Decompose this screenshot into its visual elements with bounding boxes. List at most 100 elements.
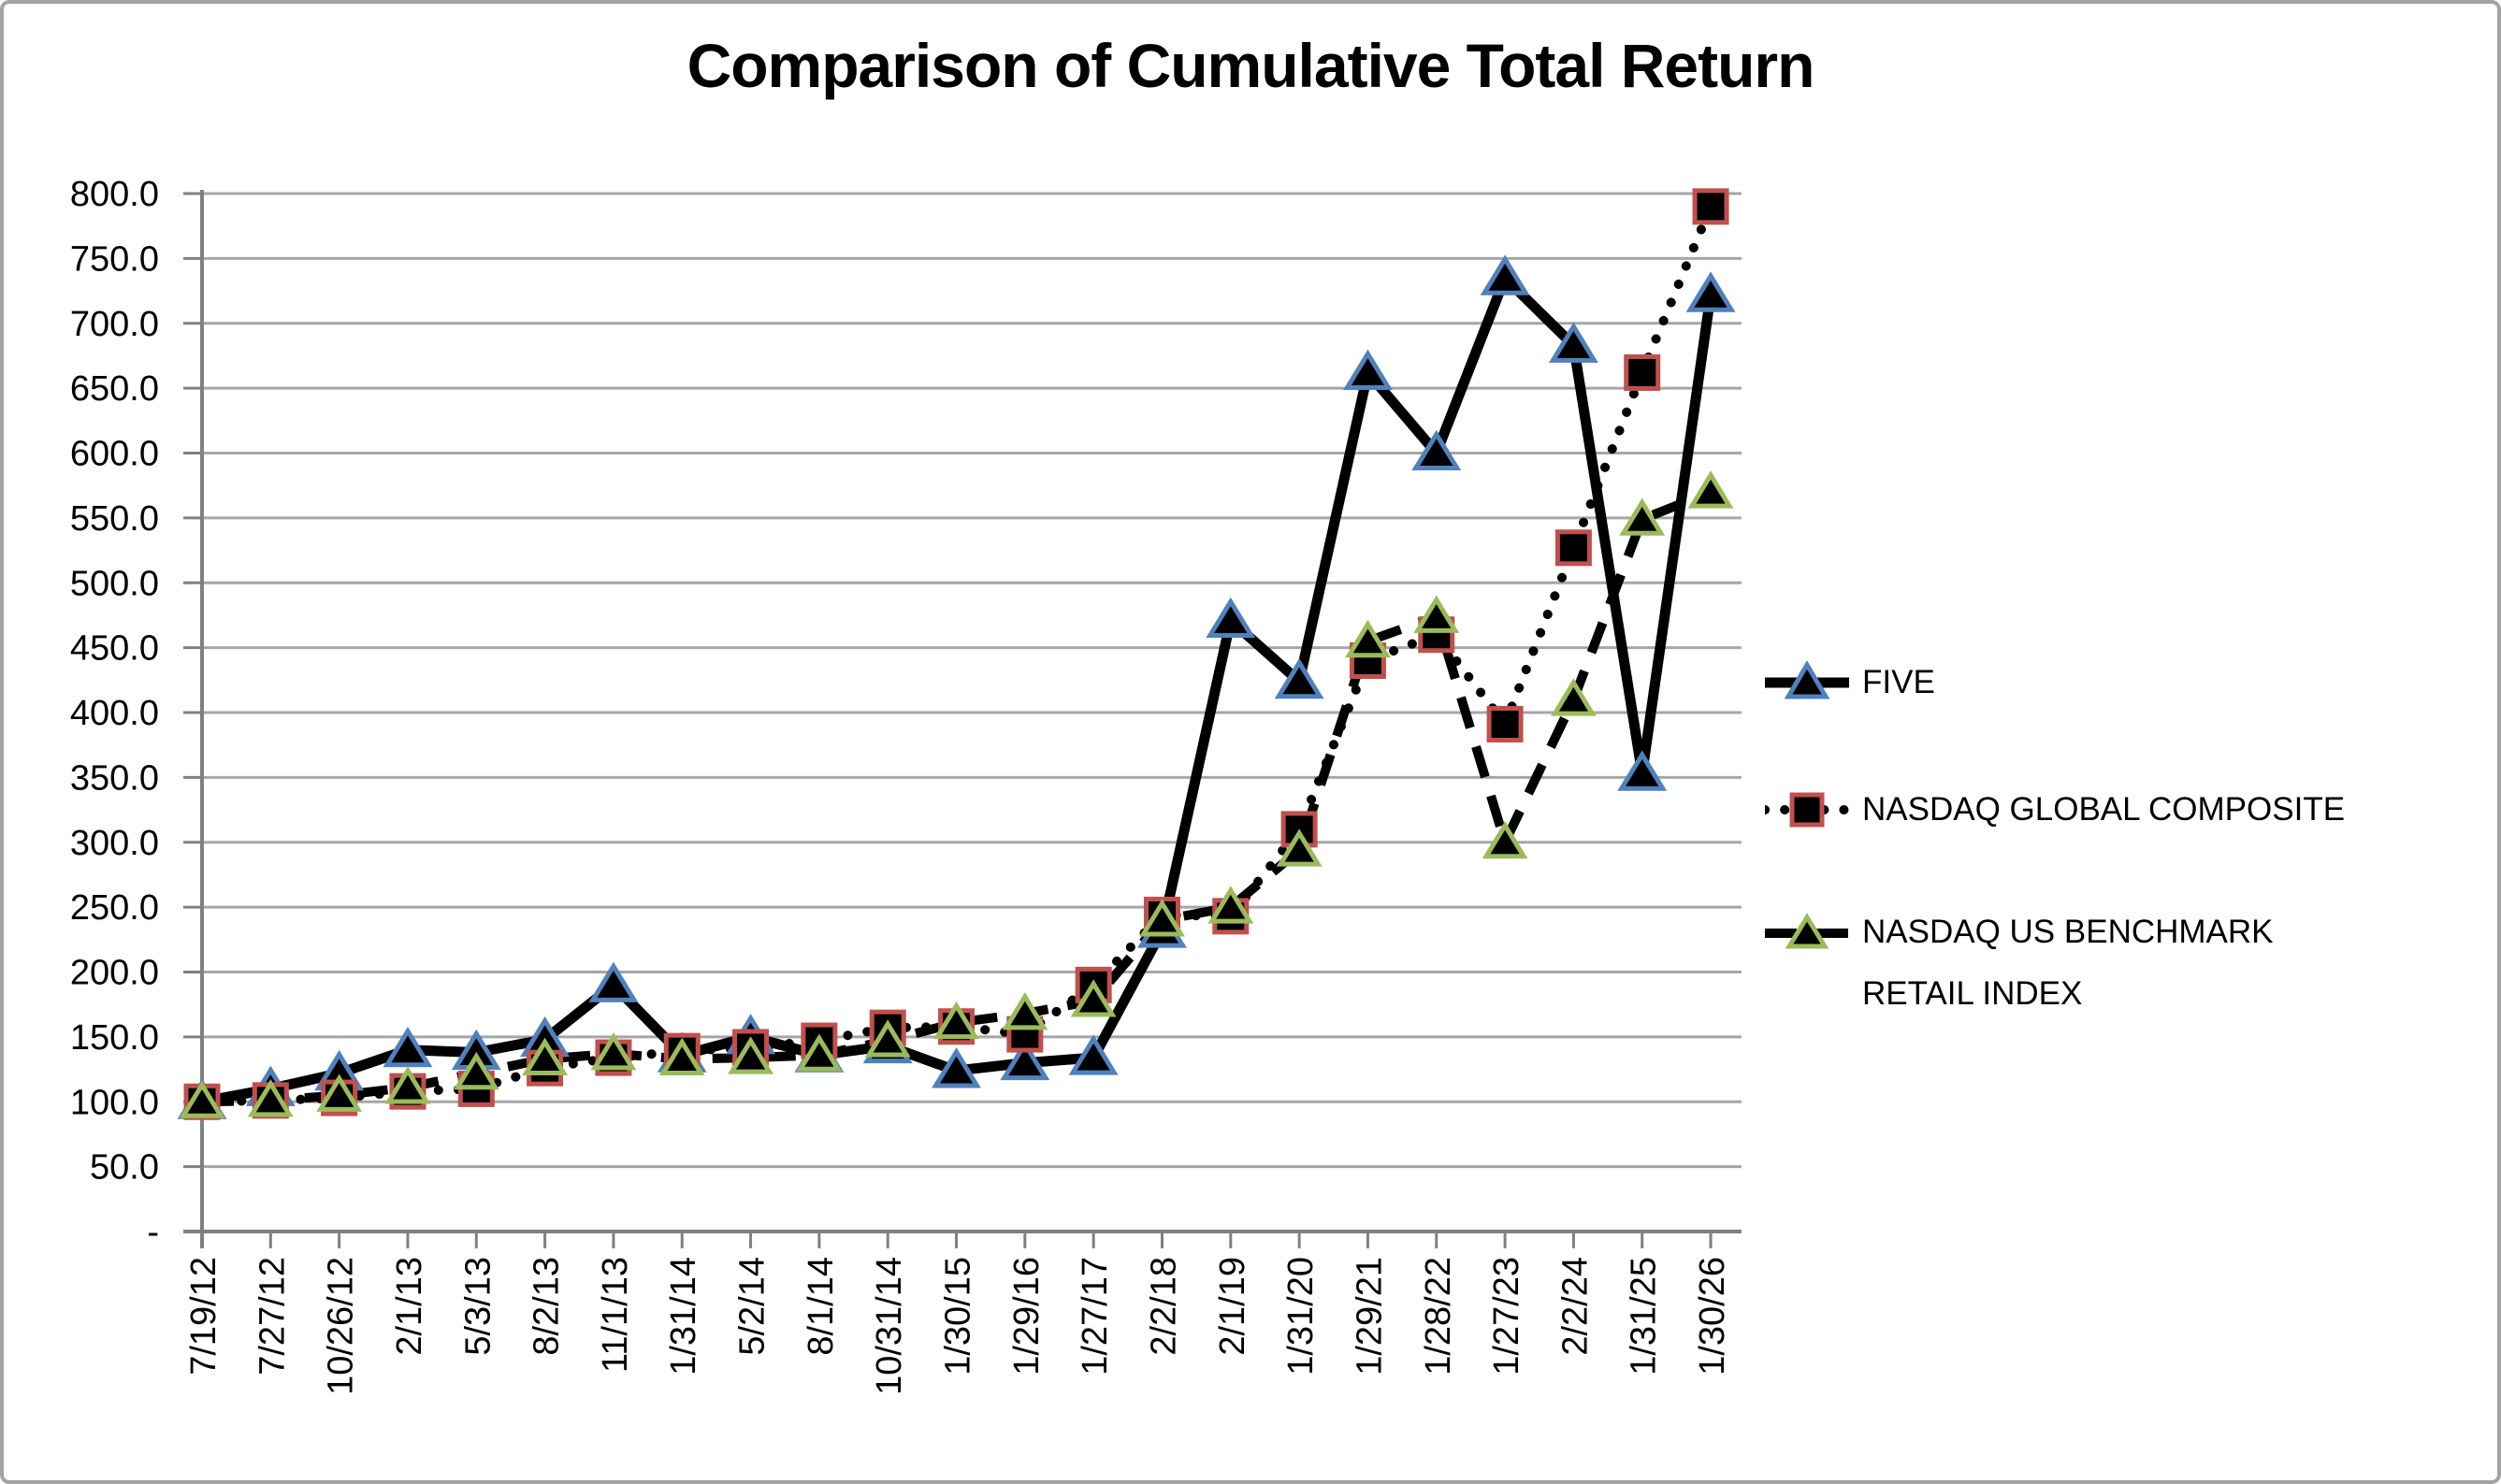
- y-axis-labels: - 50.0 100.0 150.0 200.0 250.0 300.0 350.0 400.0…: [70, 175, 159, 1252]
- x-tick-label: 8/1/14: [802, 1257, 841, 1356]
- x-tick-label: 5/2/14: [733, 1257, 773, 1356]
- y-tick-label: 600.0: [70, 435, 159, 474]
- plot-area: - 50.0 100.0 150.0 200.0 250.0 300.0 350.0 400.0…: [70, 175, 1742, 1395]
- marker-triangle: [247, 1079, 294, 1117]
- marker-triangle: [522, 1037, 569, 1075]
- marker-triangle: [383, 1026, 433, 1068]
- x-tick-label: 5/3/13: [458, 1257, 498, 1356]
- x-axis-labels: 7/19/12 7/27/12 10/26/12 2/1/13 5/3/13 8/2/13…: [184, 1257, 1732, 1395]
- series-markers-1: [183, 188, 1729, 1120]
- marker-triangle: [1413, 595, 1460, 633]
- marker-triangle: [1139, 899, 1185, 937]
- marker-triangle: [453, 1051, 499, 1090]
- x-tick-label: 1/29/16: [1007, 1257, 1047, 1376]
- y-tick-label: 50.0: [90, 1148, 159, 1188]
- marker-triangle: [1550, 678, 1597, 716]
- legend: FIVE NASDAQ GLOBAL COMPOSITE NASDAQ US B…: [1765, 4, 2420, 1480]
- x-tick-label: 2/1/19: [1213, 1257, 1252, 1356]
- legend-key-nasdaq-us-benchmark-retail-index: [1765, 913, 1849, 949]
- y-tick-label: 400.0: [70, 694, 159, 733]
- x-tick-label: 1/30/26: [1693, 1257, 1732, 1376]
- legend-label-five: FIVE: [1862, 664, 1935, 700]
- x-tick-label: 1/31/14: [664, 1257, 703, 1376]
- marker-triangle: [384, 1066, 431, 1104]
- marker-triangle: [1617, 750, 1668, 791]
- axes: [183, 190, 1742, 1248]
- y-tick-label: 650.0: [70, 369, 159, 409]
- marker-triangle: [728, 1036, 773, 1074]
- legend-item-nasdaq-us-benchmark-retail-index: NASDAQ US BENCHMARK RETAIL INDEX: [1765, 901, 2386, 1025]
- marker-square: [1486, 705, 1524, 742]
- y-tick-label: 700.0: [70, 305, 159, 344]
- x-tick-label: 1/31/20: [1281, 1257, 1321, 1376]
- marker-triangle: [933, 1001, 979, 1040]
- gridlines: [202, 192, 1742, 1169]
- y-tick-label: 350.0: [70, 758, 159, 798]
- legend-marker-triangle: [1785, 913, 1829, 949]
- marker-triangle: [864, 1019, 911, 1058]
- x-tick-label: 10/31/14: [870, 1257, 909, 1395]
- x-tick-label: 2/1/13: [390, 1257, 429, 1356]
- legend-label-nasdaq-us-benchmark-retail-index: NASDAQ US BENCHMARK RETAIL INDEX: [1862, 914, 2274, 1012]
- marker-triangle: [1070, 979, 1117, 1017]
- x-tick-label: 11/1/13: [596, 1257, 635, 1373]
- marker-triangle: [179, 1080, 225, 1118]
- x-tick-label: 1/27/23: [1487, 1257, 1526, 1376]
- marker-triangle: [1068, 1034, 1119, 1075]
- y-tick-label: 550.0: [70, 499, 159, 539]
- marker-triangle: [1345, 619, 1391, 658]
- x-tick-label: 2/2/24: [1555, 1257, 1595, 1356]
- marker-triangle: [1619, 497, 1666, 536]
- legend-marker-triangle: [1784, 661, 1830, 699]
- y-tick-label: 150.0: [70, 1018, 159, 1058]
- marker-triangle: [1342, 349, 1393, 390]
- marker-triangle: [1274, 657, 1324, 699]
- x-tick-label: 10/26/12: [322, 1257, 361, 1395]
- marker-triangle: [1000, 1039, 1050, 1081]
- legend-marker-square: [1789, 792, 1825, 828]
- marker-triangle: [1548, 322, 1598, 363]
- marker-square: [1624, 353, 1661, 391]
- marker-triangle: [1411, 429, 1462, 470]
- legend-item-five: FIVE: [1765, 661, 1935, 704]
- legend-key-nasdaq-global-composite: [1765, 792, 1849, 828]
- marker-triangle: [1207, 886, 1254, 924]
- marker-triangle: [932, 1047, 981, 1088]
- y-tick-label: 300.0: [70, 824, 159, 863]
- x-tick-label: 1/27/17: [1076, 1257, 1115, 1376]
- marker-triangle: [1206, 597, 1256, 638]
- y-tick-label: 800.0: [70, 175, 159, 214]
- marker-square: [1554, 529, 1592, 567]
- marker-triangle: [1482, 820, 1528, 859]
- chart-title: Comparison of Cumulative Total Return: [687, 31, 1815, 100]
- y-tick-label: 100.0: [70, 1083, 159, 1122]
- x-tick-label: 1/31/25: [1625, 1257, 1664, 1376]
- y-tick-label: 450.0: [70, 629, 159, 669]
- y-tick-label: 500.0: [70, 564, 159, 603]
- y-tick-label: 750.0: [70, 239, 159, 279]
- series-lines: [197, 201, 1716, 1107]
- marker-triangle: [588, 961, 639, 1002]
- marker-triangle: [796, 1033, 843, 1072]
- marker-triangle: [1002, 992, 1048, 1030]
- marker-triangle: [1685, 271, 1736, 312]
- marker-triangle: [590, 1032, 637, 1071]
- legend-key-five: [1765, 661, 1849, 699]
- marker-triangle: [658, 1037, 705, 1075]
- marker-triangle: [316, 1073, 363, 1112]
- x-tick-label: 1/28/22: [1419, 1257, 1458, 1376]
- marker-triangle: [1480, 254, 1530, 295]
- series-markers-2: [179, 470, 1734, 1118]
- legend-label-nasdaq-global-composite: NASDAQ GLOBAL COMPOSITE: [1862, 791, 2346, 828]
- marker-square: [1692, 188, 1729, 225]
- x-tick-label: 7/19/12: [184, 1257, 224, 1376]
- legend-item-nasdaq-global-composite: NASDAQ GLOBAL COMPOSITE: [1765, 788, 2345, 831]
- y-tick-label: 250.0: [70, 888, 159, 928]
- series-line: [197, 201, 1716, 1107]
- x-tick-label: 1/29/21: [1350, 1257, 1389, 1376]
- x-tick-label: 8/2/13: [528, 1257, 567, 1356]
- marker-triangle: [1687, 470, 1734, 509]
- y-tick-label: 200.0: [70, 954, 159, 993]
- x-tick-label: 1/30/15: [939, 1257, 978, 1376]
